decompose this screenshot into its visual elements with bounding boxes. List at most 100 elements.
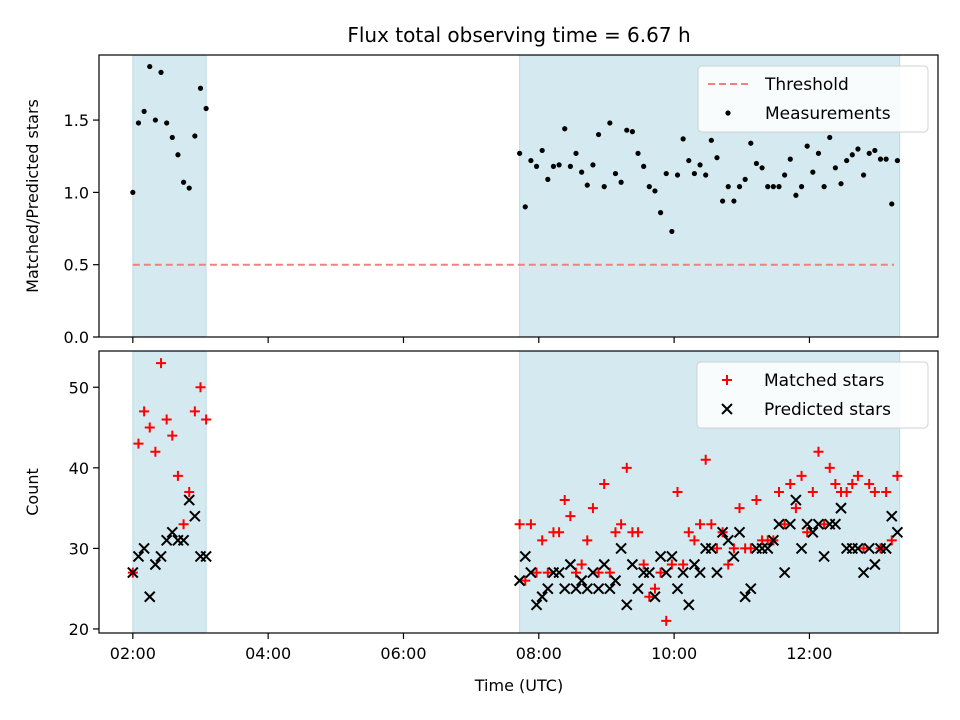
matched-point — [167, 430, 178, 441]
measurement-point — [894, 157, 901, 164]
predicted-point — [138, 542, 150, 555]
matched-point — [525, 519, 536, 530]
measurement-point — [787, 156, 793, 162]
measurement-point — [562, 126, 568, 132]
matched-point — [695, 519, 706, 530]
x-tick-label: 04:00 — [245, 644, 291, 663]
matched-point — [189, 406, 200, 417]
predicted-point — [739, 591, 751, 603]
measurement-point — [158, 69, 164, 75]
measurement-point — [607, 120, 613, 126]
measurement-point — [197, 85, 204, 91]
predicted-point — [632, 582, 644, 595]
matched-point — [520, 575, 531, 586]
measurement-point — [629, 129, 635, 135]
y-tick-label: 40 — [69, 459, 89, 478]
y-tick-label: 20 — [69, 620, 89, 639]
matched-point — [892, 470, 903, 481]
measurement-point — [674, 172, 681, 178]
measurement-point — [753, 160, 760, 167]
predicted-point — [812, 518, 825, 530]
matched-point — [133, 438, 144, 449]
matched-point — [201, 414, 212, 425]
predicted-point — [542, 582, 554, 595]
x-tick-label: 10:00 — [651, 644, 697, 663]
legend: Matched stars Predicted stars — [696, 361, 929, 429]
measurement-point — [765, 184, 771, 190]
predicted-point — [671, 582, 684, 595]
predicted-point — [160, 534, 173, 547]
measurement-point — [742, 176, 748, 182]
matched-point — [195, 382, 206, 393]
predicted-point — [711, 566, 723, 579]
predicted-point — [189, 510, 201, 522]
y-tick-label: 0.0 — [64, 328, 89, 347]
predicted-point — [525, 566, 537, 579]
predicted-point — [598, 558, 610, 571]
matched-point — [773, 487, 784, 497]
matched-point — [178, 519, 189, 530]
matched-point — [711, 543, 722, 554]
measurement-point — [522, 204, 528, 210]
legend-matched-swatch — [722, 375, 732, 385]
ratio-panel: 0.0 0.5 1.0 1.5 Matched/Predicted stars Thres… — [23, 54, 939, 347]
measurement-point — [147, 63, 153, 70]
matched-point — [807, 487, 818, 497]
matched-point — [689, 535, 700, 546]
matched-point — [819, 519, 830, 530]
matched-point — [599, 478, 610, 489]
predicted-point — [869, 558, 881, 571]
count-panel: 20 30 40 50 02:00 04:00 06:00 08:00 10:00 12:00 Co… — [23, 350, 939, 663]
matched-point — [751, 495, 762, 506]
predicted-point — [795, 542, 808, 555]
legend-predicted-swatch — [721, 403, 733, 415]
predicted-point — [807, 526, 819, 538]
matched-point — [172, 470, 183, 481]
matched-point — [593, 567, 604, 578]
predicted-point — [564, 558, 577, 571]
matched-point — [886, 535, 897, 546]
measurement-point — [883, 156, 889, 162]
measurement-point — [141, 108, 147, 114]
matched-point — [156, 358, 167, 369]
legend-label: Predicted stars — [764, 400, 891, 420]
predicted-point — [166, 526, 179, 538]
measurement-point — [573, 150, 579, 156]
predicted-point — [835, 502, 847, 514]
measurement-point — [663, 170, 669, 177]
measurement-point — [175, 152, 181, 158]
predicted-point — [155, 550, 167, 563]
matched-point — [824, 462, 835, 473]
predicted-point — [666, 550, 678, 563]
matched-point — [633, 527, 644, 538]
predicted-point — [688, 558, 701, 571]
measurement-point — [866, 150, 872, 156]
predicted-point — [886, 510, 898, 522]
matched-point — [514, 519, 525, 530]
matched-point — [565, 511, 576, 522]
y-tick-label: 50 — [69, 378, 89, 397]
matched-point — [785, 478, 796, 489]
predicted-point — [852, 542, 864, 555]
chart-title: Flux total observing time = 6.67 h — [347, 23, 690, 47]
matched-point — [830, 478, 841, 489]
measurement-point — [130, 189, 136, 195]
predicted-point — [716, 526, 729, 538]
observing-window — [132, 351, 207, 633]
y-tick-label: 0.5 — [64, 256, 89, 275]
measurement-point — [708, 137, 714, 143]
measurement-point — [180, 179, 187, 185]
measurement-point — [821, 184, 827, 190]
predicted-point — [149, 558, 162, 571]
matched-point — [852, 470, 863, 481]
measurement-point — [550, 163, 557, 169]
matched-point — [144, 422, 155, 433]
predicted-point — [626, 558, 639, 571]
matched-point — [655, 567, 666, 578]
predicted-point — [570, 582, 582, 595]
x-tick-label: 08:00 — [516, 644, 562, 663]
measurement-point — [152, 117, 158, 123]
predicted-point — [863, 542, 875, 555]
matched-point — [841, 487, 852, 497]
